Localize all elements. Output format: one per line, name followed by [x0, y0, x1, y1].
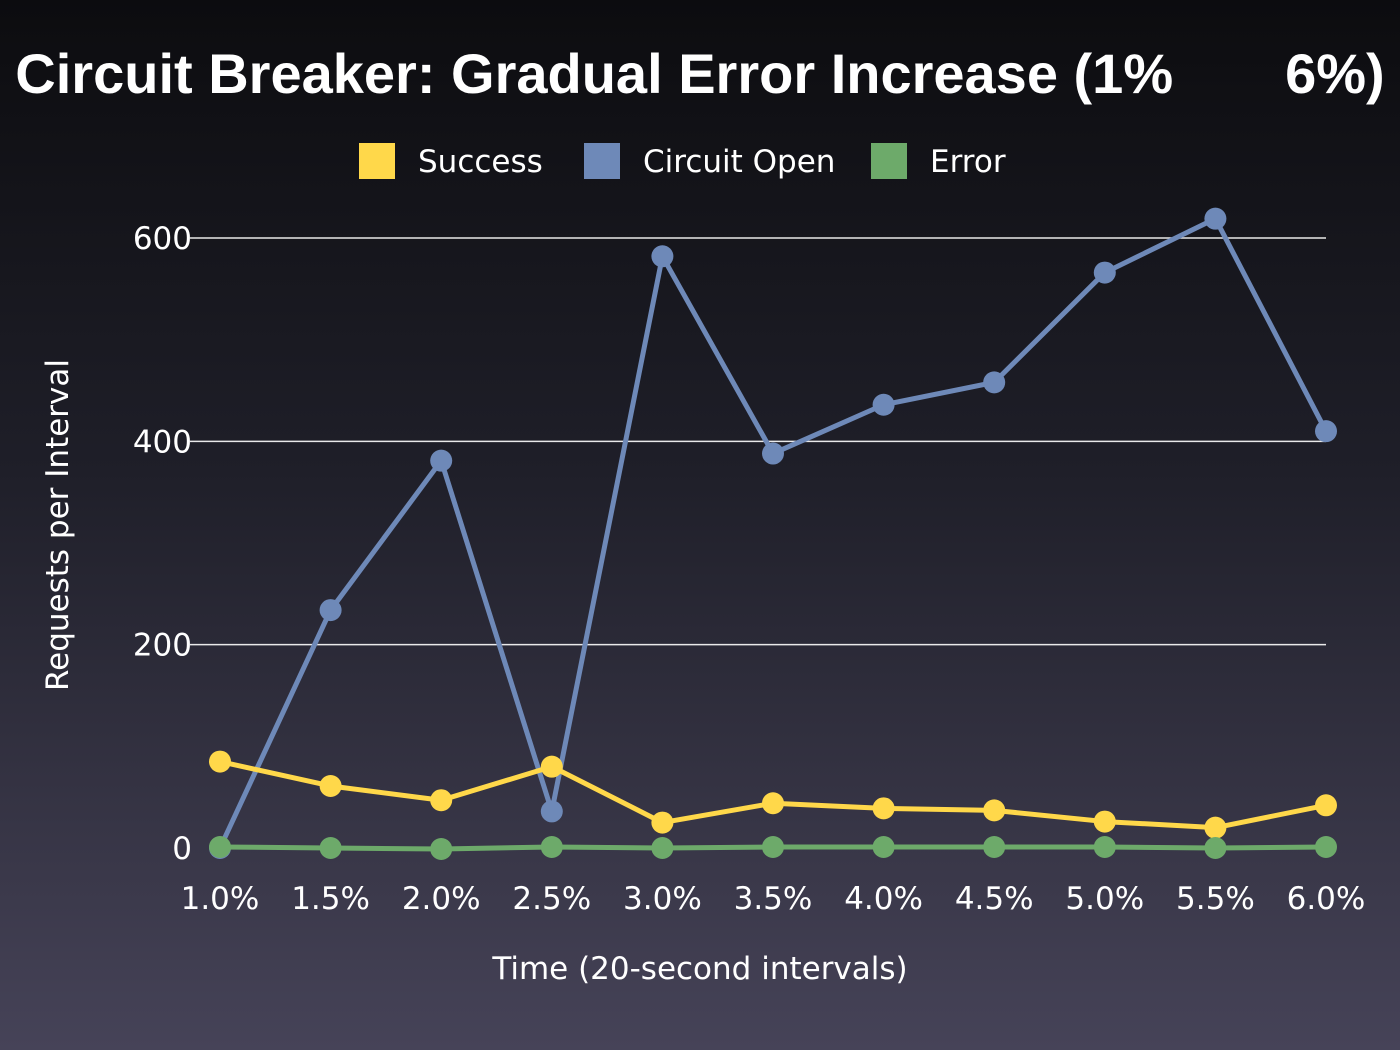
data-point [983, 835, 1006, 858]
data-point [1093, 835, 1116, 858]
data-point [430, 789, 453, 812]
data-point [762, 792, 784, 815]
series-layer [209, 207, 1337, 861]
legend-label: Success [418, 144, 543, 180]
x-axis-label: Time (20-second intervals) [491, 951, 907, 987]
series-success [209, 750, 1337, 839]
y-axis-label: Requests per Interval [40, 359, 76, 691]
data-point [1315, 420, 1337, 443]
series-circuit-open [209, 207, 1337, 859]
legend-swatch [584, 143, 620, 179]
data-point [1204, 837, 1227, 859]
data-point [540, 835, 563, 858]
data-point [1093, 810, 1116, 833]
data-point [651, 811, 674, 834]
data-point [1204, 207, 1227, 230]
x-tick-label: 6.0% [1287, 881, 1366, 917]
data-point [762, 442, 784, 465]
x-tick-label: 4.5% [955, 881, 1034, 917]
data-point [430, 449, 453, 472]
x-tick-label: 2.5% [512, 881, 591, 917]
y-axis-ticks: 0 200 400 600 [133, 221, 192, 867]
data-point [319, 837, 342, 859]
data-point [540, 755, 563, 778]
chart-title: Circuit Breaker: Gradual Error Increase … [15, 42, 1384, 105]
data-point [1315, 794, 1337, 817]
data-point [209, 750, 231, 773]
data-point [1315, 835, 1337, 858]
legend-item-circuit-open: Circuit Open [584, 143, 835, 180]
data-point [872, 393, 895, 416]
y-tick-label: 600 [133, 221, 192, 257]
series-error [209, 835, 1337, 861]
data-point [872, 797, 895, 820]
series-line [217, 216, 1329, 851]
data-point [319, 599, 342, 622]
data-point [762, 835, 784, 858]
data-point [430, 838, 453, 861]
x-tick-label: 3.0% [623, 881, 702, 917]
data-point [872, 835, 895, 858]
x-tick-label: 1.0% [181, 881, 260, 917]
x-tick-label: 2.0% [402, 881, 481, 917]
x-tick-label: 4.0% [844, 881, 923, 917]
data-point [209, 835, 231, 858]
x-axis-ticks: 1.0% 1.5% 2.0% 2.5% 3.0% 3.5% 4.0% 4.5% 5.0% 5.5%… [181, 881, 1366, 917]
legend-label: Error [930, 144, 1006, 180]
gridlines [190, 237, 1326, 646]
data-point [651, 245, 674, 268]
legend-swatch [359, 143, 395, 179]
legend-swatch [871, 143, 907, 179]
y-tick-label: 400 [133, 424, 192, 460]
legend-item-error: Error [871, 143, 1006, 180]
y-tick-label: 200 [133, 628, 192, 664]
data-point [983, 371, 1006, 394]
x-tick-label: 1.5% [291, 881, 370, 917]
data-point [540, 800, 563, 823]
data-point [983, 799, 1006, 822]
data-point [1093, 261, 1116, 284]
data-point [319, 774, 342, 797]
legend-item-success: Success [359, 143, 543, 180]
legend-label: Circuit Open [643, 144, 835, 180]
x-tick-label: 3.5% [734, 881, 813, 917]
data-point [1204, 816, 1227, 839]
x-tick-label: 5.0% [1065, 881, 1144, 917]
legend: Success Circuit Open Error [359, 143, 1006, 180]
y-tick-label: 0 [172, 831, 192, 867]
data-point [651, 837, 674, 859]
x-tick-label: 5.5% [1176, 881, 1255, 917]
